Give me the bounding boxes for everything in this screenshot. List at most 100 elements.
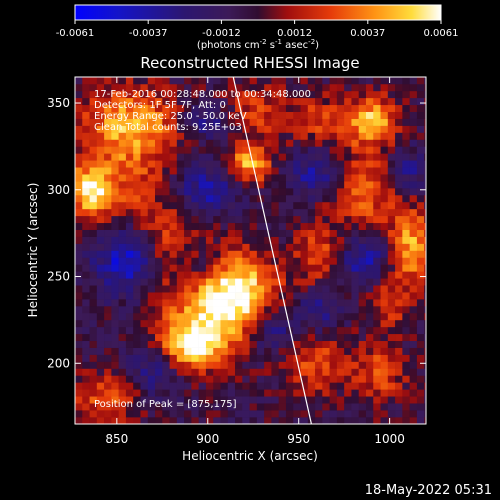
heatmap-cell: [191, 208, 199, 217]
heatmap-cell: [198, 264, 207, 272]
heatmap-cell: [191, 312, 199, 321]
heatmap-cell: [220, 292, 229, 300]
heatmap-cell: [271, 306, 279, 314]
heatmap-cell: [220, 278, 229, 286]
heatmap-cell: [220, 132, 229, 140]
heatmap-cell: [365, 77, 374, 85]
heatmap-cell: [365, 201, 374, 210]
heatmap-cell: [387, 160, 396, 168]
annotation-time: 17-Feb-2016 00:28:48.000 to 00:34:48.000: [94, 89, 311, 100]
heatmap-cell: [140, 111, 149, 119]
heatmap-cell: [227, 111, 236, 119]
heatmap-cell: [169, 312, 178, 321]
heatmap-cell: [329, 250, 338, 258]
heatmap-cell: [176, 208, 185, 217]
heatmap-cell: [213, 257, 221, 265]
heatmap-cell: [264, 299, 272, 307]
heatmap-cell: [380, 417, 389, 424]
heatmap-cell: [322, 292, 330, 300]
heatmap-cell: [344, 292, 352, 300]
heatmap-cell: [82, 285, 90, 293]
heatmap-cell: [147, 312, 156, 321]
heatmap-cell: [184, 201, 192, 210]
heatmap-cell: [293, 125, 301, 133]
heatmap-cell: [293, 111, 301, 119]
heatmap-cell: [191, 396, 199, 404]
heatmap-cell: [285, 188, 294, 196]
heatmap-cell: [96, 181, 105, 189]
heatmap-cell: [184, 194, 192, 203]
heatmap-cell: [198, 278, 207, 286]
heatmap-cell: [395, 229, 403, 237]
heatmap-cell: [104, 368, 112, 376]
heatmap-cell: [395, 111, 403, 119]
heatmap-cell: [191, 361, 199, 369]
heatmap-cell: [147, 167, 156, 175]
heatmap-cell: [220, 361, 229, 369]
heatmap-cell: [293, 146, 301, 154]
heatmap-cell: [380, 319, 389, 328]
heatmap-cell: [409, 417, 418, 424]
heatmap-cell: [162, 222, 170, 230]
heatmap-cell: [285, 368, 294, 376]
heatmap-cell: [96, 403, 105, 411]
heatmap-cell: [300, 271, 309, 279]
heatmap-cell: [307, 243, 316, 251]
heatmap-cell: [351, 125, 360, 133]
heatmap-cell: [395, 264, 403, 272]
heatmap-cell: [293, 188, 301, 196]
heatmap-cell: [82, 375, 90, 383]
heatmap-cell: [315, 417, 323, 424]
heatmap-cell: [300, 257, 309, 265]
heatmap-cell: [351, 257, 360, 265]
heatmap-cell: [416, 97, 425, 106]
heatmap-cell: [235, 250, 243, 258]
heatmap-cell: [409, 243, 418, 251]
heatmap-cell: [89, 236, 98, 244]
heatmap-cell: [133, 139, 141, 147]
heatmap-cell: [344, 111, 352, 119]
heatmap-cell: [147, 257, 156, 265]
heatmap-cell: [155, 347, 163, 355]
heatmap-cell: [336, 410, 345, 418]
y-tick-label: 350: [47, 96, 70, 110]
heatmap-cell: [365, 278, 374, 286]
heatmap-cell: [351, 139, 360, 147]
heatmap-cell: [235, 403, 243, 411]
heatmap-cell: [300, 396, 309, 404]
heatmap-cell: [271, 278, 279, 286]
heatmap-cell: [155, 90, 163, 99]
heatmap-cell: [329, 361, 338, 369]
heatmap-cell: [329, 375, 338, 383]
heatmap-cell: [155, 201, 163, 210]
heatmap-cell: [373, 333, 381, 342]
heatmap-cell: [264, 347, 272, 355]
heatmap-cell: [125, 208, 134, 217]
heatmap-cell: [373, 153, 381, 161]
heatmap-cell: [365, 389, 374, 397]
heatmap-cell: [111, 299, 119, 307]
heatmap-cell: [133, 125, 141, 133]
heatmap-cell: [213, 299, 221, 307]
heatmap-cell: [329, 306, 338, 314]
heatmap-cell: [416, 326, 425, 335]
heatmap-cell: [184, 104, 192, 112]
heatmap-cell: [344, 278, 352, 286]
heatmap-cell: [416, 292, 425, 300]
heatmap-cell: [351, 250, 360, 258]
heatmap-cell: [300, 222, 309, 230]
heatmap-cell: [82, 153, 90, 161]
heatmap-cell: [285, 333, 294, 342]
heatmap-cell: [256, 229, 265, 237]
heatmap-cell: [351, 312, 360, 321]
heatmap-cell: [249, 285, 258, 293]
heatmap-cell: [96, 77, 105, 85]
heatmap-cell: [104, 285, 112, 293]
heatmap-cell: [416, 396, 425, 404]
heatmap-cell: [205, 375, 214, 383]
heatmap-cell: [256, 250, 265, 258]
heatmap-cell: [358, 292, 367, 300]
heatmap-cell: [285, 396, 294, 404]
heatmap-cell: [220, 174, 229, 182]
heatmap-cell: [133, 292, 141, 300]
